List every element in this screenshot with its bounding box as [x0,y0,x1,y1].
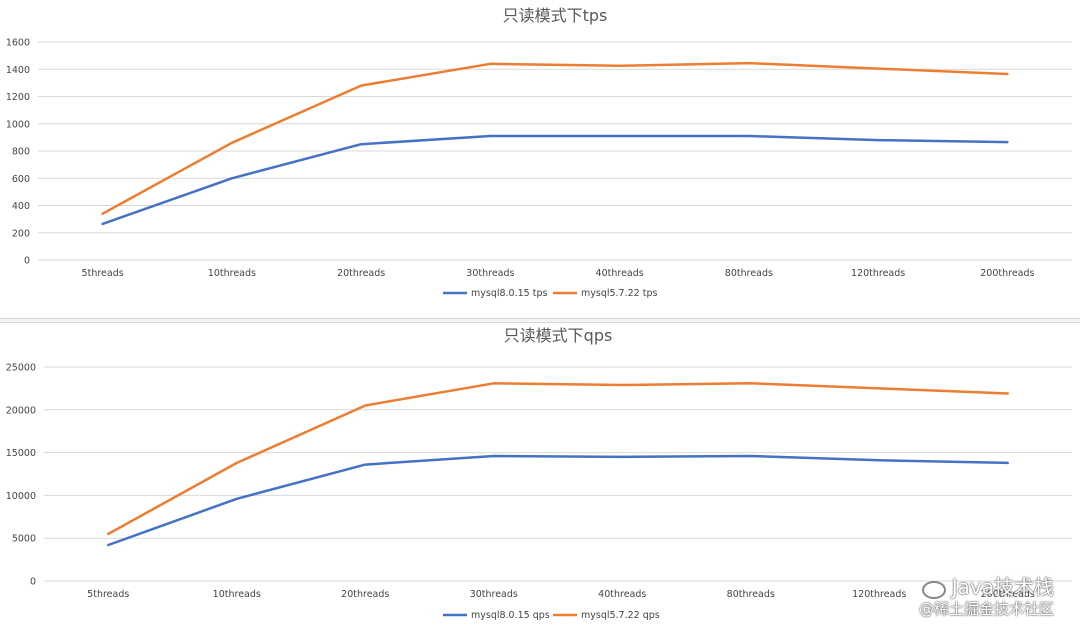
y-tick-label: 0 [24,256,30,267]
y-tick-label: 800 [12,147,30,158]
x-tick-label: 30threads [470,589,518,600]
tps-chart-panel: 只读模式下tps 0 200 400 600 800 1000 1200 1400 1600 5th… [5,6,1072,299]
y-tick-label: 5000 [12,534,36,545]
series-line-1 [107,382,1010,536]
x-tick-label: 10threads [213,589,261,600]
watermark: Java技术栈 @稀土掘金技术社区 [919,577,1054,619]
x-tick-label: 200threads [981,589,1035,600]
series-line-1 [101,61,1009,215]
legend-label: mysql8.0.15 tps [471,288,547,299]
x-tick-label: 40threads [596,268,644,279]
y-tick-label: 1600 [6,38,30,49]
x-tick-label: 10threads [208,268,256,279]
legend-label: mysql5.7.22 tps [581,288,657,299]
y-tick-label: 600 [12,174,30,185]
x-tick-label: 80threads [727,589,775,600]
y-tick-label: 15000 [6,448,36,459]
y-tick-label: 400 [12,201,30,212]
x-tick-label: 120threads [852,589,906,600]
legend-label: mysql8.0.15 qps [471,610,550,621]
y-tick-label: 200 [12,228,30,239]
qps-chart-panel: 只读模式下qps 0 5000 10000 15000 20000 25000 5thread… [0,323,1080,633]
y-tick-label: 1000 [6,119,30,130]
series-line-0 [101,134,1009,226]
watermark-line1: Java技术栈 [951,575,1054,599]
x-tick-label: 30threads [466,268,514,279]
y-tick-label: 20000 [6,405,36,416]
wechat-icon [921,580,946,599]
chart-divider [0,318,1080,323]
series-line-0 [107,454,1010,547]
y-tick-label: 1200 [6,92,30,103]
watermark-line2: @稀土掘金技术社区 [918,600,1054,618]
y-tick-label: 10000 [6,491,36,502]
chart-title: 只读模式下tps [503,6,608,25]
chart-title: 只读模式下qps [504,326,613,345]
y-tick-label: 25000 [6,363,36,374]
x-tick-label: 20threads [337,268,385,279]
x-tick-label: 5threads [87,589,129,600]
tps-chart: 只读模式下tps 0 200 400 600 800 1000 1200 1400 1600 5th… [6,6,1072,299]
x-tick-label: 120threads [851,268,905,279]
x-tick-label: 20threads [341,589,389,600]
y-tick-label: 1400 [6,65,30,76]
x-tick-label: 5threads [82,268,124,279]
x-tick-label: 80threads [725,268,773,279]
legend-label: mysql5.7.22 qps [581,610,660,621]
qps-chart: 只读模式下qps 0 5000 10000 15000 20000 25000 5thread… [6,326,1072,621]
y-tick-label: 0 [30,577,36,588]
x-tick-label: 40threads [598,589,646,600]
x-tick-label: 200threads [980,268,1034,279]
